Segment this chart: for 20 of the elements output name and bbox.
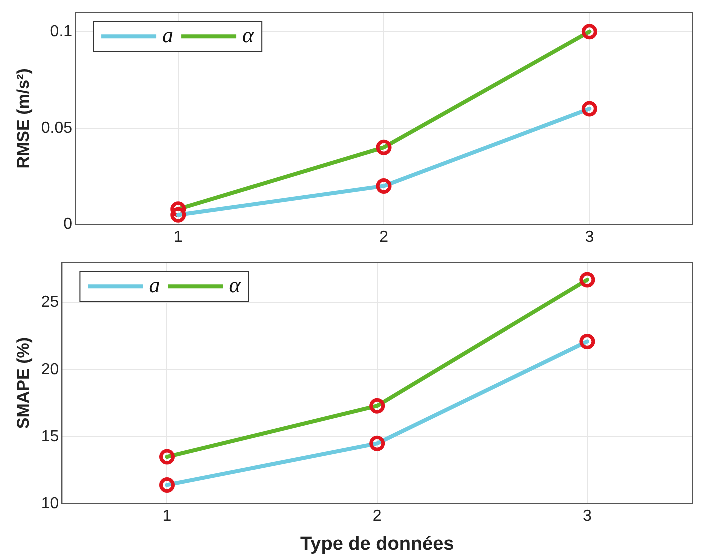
legend-label: a [162,22,174,48]
y-tick-label: 25 [41,294,60,312]
y-axis-title: SMAPE (%) [14,337,33,430]
legend-label: a [149,272,160,298]
y-axis-title: RMSE (m/s²) [14,68,33,169]
x-axis-title: Type de données [300,534,454,555]
x-tick-label: 1 [162,508,172,526]
y-tick-label: 0.1 [50,23,73,40]
y-tick-label: 0.05 [41,120,73,137]
x-tick-label: 1 [174,228,183,246]
y-tick-label: 0 [64,216,73,234]
y-tick-label: 15 [41,428,60,446]
x-tick-label: 3 [582,508,592,526]
legend-label: α [242,22,255,48]
x-tick-label: 2 [372,508,382,526]
x-tick-label: 2 [380,228,389,246]
legend-label: α [229,272,242,298]
x-tick-label: 3 [585,228,594,246]
y-tick-label: 20 [41,361,60,378]
y-tick-label: 10 [41,495,60,512]
